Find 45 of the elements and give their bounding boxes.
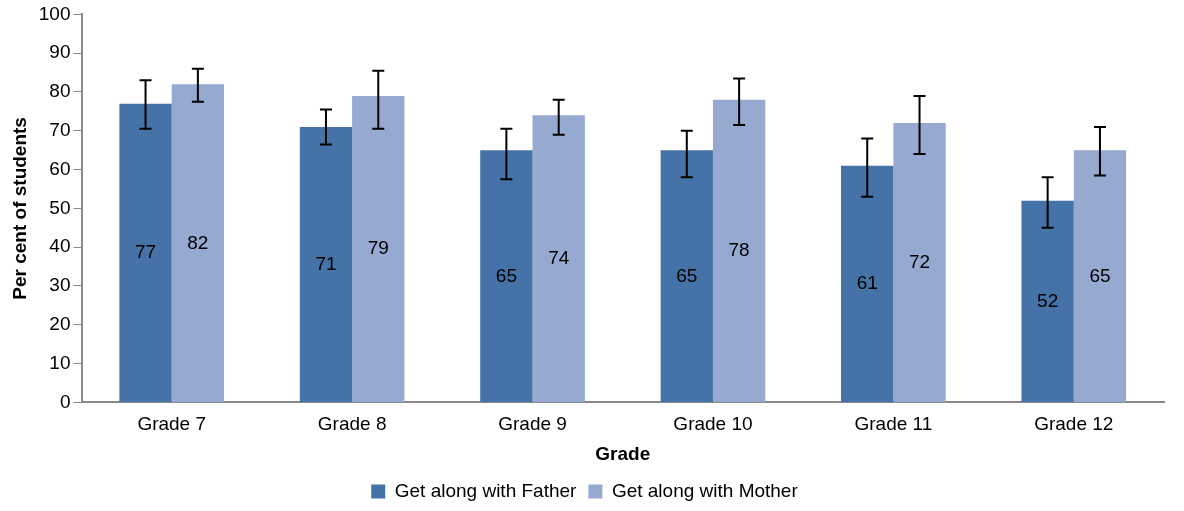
legend-label: Get along with Father — [394, 479, 578, 501]
y-tick-label: 70 — [49, 119, 71, 141]
data-label: 65 — [676, 264, 698, 286]
y-tick-label: 50 — [49, 196, 71, 218]
bar — [1073, 150, 1127, 402]
bar — [660, 150, 713, 402]
bar — [119, 103, 172, 402]
bar — [1021, 200, 1074, 402]
data-label: 52 — [1037, 289, 1059, 311]
y-tick-label: 10 — [49, 351, 71, 373]
x-tick-label: Grade 7 — [137, 413, 207, 435]
bar — [352, 95, 405, 402]
y-tick-label: 90 — [49, 41, 71, 63]
data-label: 71 — [315, 252, 337, 274]
data-label: 82 — [187, 231, 209, 253]
data-label: 61 — [856, 272, 878, 294]
bar — [171, 84, 225, 402]
x-axis-title: Grade — [595, 442, 651, 464]
x-tick-label: Grade 8 — [317, 413, 387, 435]
bar — [532, 115, 585, 402]
data-label: 79 — [367, 237, 389, 259]
x-tick-label: Grade 9 — [498, 413, 567, 435]
bar — [841, 165, 894, 402]
bar — [893, 123, 946, 402]
data-label: 72 — [908, 250, 931, 272]
y-tick-label: 100 — [38, 2, 71, 24]
data-label: 74 — [548, 247, 570, 269]
data-label: 65 — [495, 264, 517, 286]
x-tick-label: Grade 11 — [854, 413, 933, 435]
data-label: 77 — [134, 241, 157, 263]
data-label: 65 — [1089, 264, 1111, 286]
y-tick-label: 80 — [49, 80, 71, 102]
legend-label: Get along with Mother — [611, 479, 799, 501]
bar — [299, 126, 353, 402]
x-tick-label: Grade 10 — [673, 413, 753, 435]
bar — [480, 150, 533, 402]
bar — [712, 99, 766, 402]
y-tick-label: 20 — [49, 313, 71, 335]
y-axis-title: Per cent of students — [8, 117, 30, 300]
x-tick-label: Grade 12 — [1034, 413, 1114, 435]
y-tick-label: 0 — [59, 390, 71, 412]
y-tick-label: 40 — [49, 235, 71, 257]
data-label: 78 — [728, 239, 750, 261]
y-tick-label: 60 — [49, 157, 71, 179]
y-tick-label: 30 — [49, 274, 71, 296]
